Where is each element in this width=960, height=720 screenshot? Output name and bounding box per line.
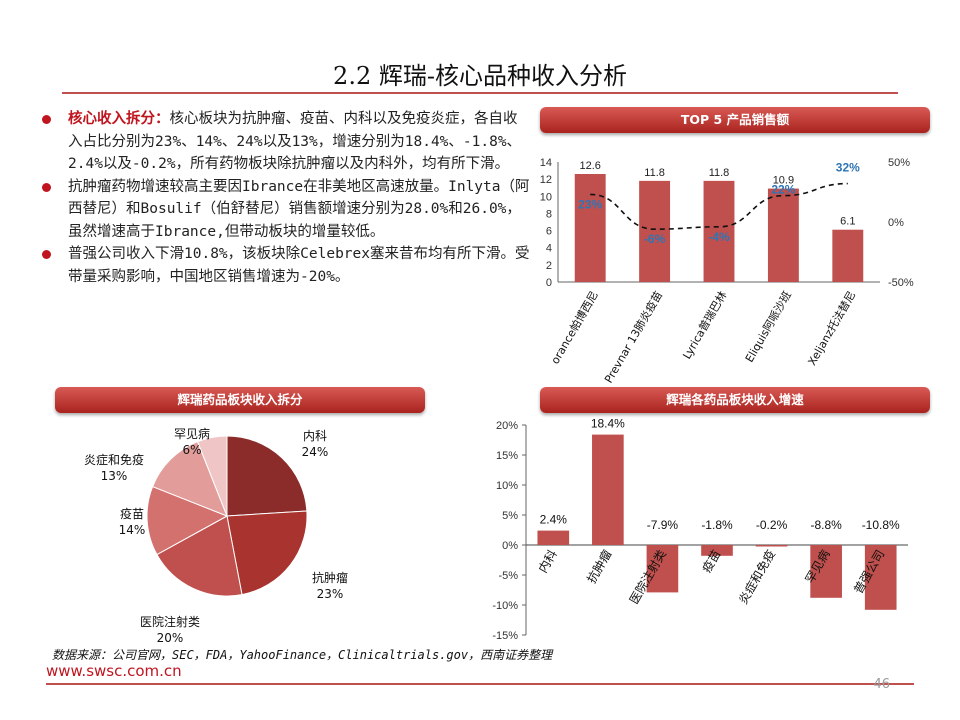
pie-slice-label: 抗肿瘤	[312, 570, 348, 585]
bar-value-label: 18.4%	[591, 417, 625, 431]
bar-value-label: 6.1	[840, 216, 855, 228]
y-tick-label: -15%	[492, 630, 518, 642]
pie-slice-label: 内科	[303, 429, 327, 443]
growth-label: 32%	[836, 161, 860, 175]
x-tick-label: Lyrica普瑞巴林	[679, 289, 729, 362]
y2-tick-label: -50%	[888, 277, 914, 289]
bar-value-label: 11.8	[709, 167, 730, 179]
pie-slice	[196, 435, 228, 517]
top5-bar	[767, 188, 799, 282]
bar-value-label: -7.9%	[647, 518, 679, 532]
pie-slice	[156, 515, 243, 597]
page-title: 2.2 辉瑞-核心品种收入分析	[333, 62, 627, 90]
bar-value-label: -1.8%	[701, 518, 733, 532]
growth-bar	[537, 530, 570, 545]
bullet-text: 普强公司收入下滑10.8%，该板块除Celebrex塞来昔布均有所下滑。受带量采…	[68, 246, 530, 285]
page-number: 46	[873, 677, 890, 692]
bar-value-label: 12.6	[579, 160, 600, 172]
pie-slice	[146, 485, 229, 556]
footer-url[interactable]: www.swsc.com.cn	[46, 662, 182, 680]
pie-slice-pct: 14%	[119, 523, 146, 537]
y-tick-label: 12	[540, 174, 552, 186]
pie-slice-label: 炎症和免疫	[84, 452, 144, 467]
growth-bar	[864, 545, 897, 610]
growth-trend-line	[590, 182, 848, 231]
pie-slice-pct: 20%	[157, 631, 184, 645]
top5-bar	[832, 229, 864, 282]
bullet-list: 核心收入拆分：核心板块为抗肿瘤、疫苗、内科以及免疫炎症，各自收入占比分别为23%…	[40, 108, 530, 288]
y-tick-label: 15%	[496, 450, 518, 462]
y-tick-label: 10%	[496, 480, 518, 492]
pie-slice-label: 医院注射类	[140, 614, 200, 629]
y-tick-label: 6	[546, 226, 552, 238]
pie-slice	[226, 435, 308, 517]
growth-bar	[701, 545, 733, 556]
bullet-dot-icon	[42, 182, 51, 192]
y-tick-label: 14	[540, 157, 552, 169]
y-tick-label: 0	[546, 277, 552, 289]
growth-label: -6%	[644, 232, 666, 246]
bullet-dot-icon	[42, 250, 51, 259]
y-tick-label: 2	[546, 260, 552, 272]
bullet-text: 核心板块为抗肿瘤、疫苗、内科以及免疫炎症，各自收入占比分别为23%、14%、24…	[68, 111, 522, 172]
x-tick-label: Xeljanz托法替尼	[805, 289, 859, 368]
footer-divider	[46, 683, 914, 685]
y-tick-label: 5%	[502, 510, 518, 522]
x-tick-label: orance帕博西尼	[548, 289, 601, 367]
top5-bar	[639, 180, 671, 282]
y2-tick-label: 0%	[888, 217, 904, 229]
bullet-text: 抗肿瘤药物增速较高主要因Ibrance在非美地区高速放量。Inlyta（阿西替尼…	[68, 178, 530, 240]
top5-sales-chart: 0 2 4 6 8 10 12 14 -50% 0% 50% 12.6 orance帕博西尼 11.8 Pr…	[540, 157, 914, 385]
x-tick-label: 内科	[536, 548, 560, 576]
segment-growth-chart: -15% -10% -5% 0% 5% 10% 15% 20% 2.4% 内科 18.4% 抗肿瘤 -7…	[492, 417, 908, 642]
y-tick-label: -5%	[498, 570, 518, 582]
x-tick-label: 炎症和免疫	[735, 547, 778, 606]
growth-label: 23%	[578, 197, 602, 211]
segment-pie-chart: 内科 24% 抗肿瘤 23% 医院注射类 20% 疫苗 14% 炎症和免疫 13% 罕见病 6%	[84, 426, 348, 645]
y2-tick-label: 50%	[888, 157, 910, 169]
pie-slice-pct: 13%	[101, 469, 128, 483]
x-tick-label: Prevnar 13肺炎疫苗	[601, 289, 665, 386]
growth-bar	[646, 545, 679, 593]
pie-banner: 辉瑞药品板块收入拆分	[55, 387, 425, 413]
title-divider	[62, 92, 898, 94]
growth-bar	[755, 545, 788, 547]
y-tick-label: 8	[546, 208, 552, 220]
bar-value-label: 11.8	[644, 167, 665, 179]
top5-banner: TOP 5 产品销售额	[540, 107, 930, 133]
top5-bar	[703, 180, 735, 282]
pie-slice-pct: 24%	[302, 445, 329, 459]
growth-label: 22%	[771, 183, 795, 197]
growth-bar	[810, 545, 842, 598]
growth-bar	[592, 434, 624, 545]
top5-bar	[574, 174, 606, 282]
pie-slice-label: 罕见病	[174, 426, 210, 441]
bullet-item: 普强公司收入下滑10.8%，该板块除Celebrex塞来昔布均有所下滑。受带量采…	[40, 243, 530, 288]
pie-slice	[151, 440, 228, 517]
bar-value-label: -0.2%	[756, 518, 788, 532]
y-tick-label: 10	[540, 191, 552, 203]
bullet-item: 核心收入拆分：核心板块为抗肿瘤、疫苗、内科以及免疫炎症，各自收入占比分别为23%…	[40, 108, 530, 176]
bar-value-label: -8.8%	[810, 518, 842, 532]
growth-banner: 辉瑞各药品板块收入增速	[540, 387, 930, 413]
bullet-dot-icon	[42, 115, 51, 124]
pie-slice-pct: 23%	[317, 587, 344, 601]
growth-label: -4%	[708, 230, 730, 244]
bullet-item: 抗肿瘤药物增速较高主要因Ibrance在非美地区高速放量。Inlyta（阿西替尼…	[40, 176, 530, 244]
y-tick-label: 20%	[496, 420, 518, 432]
pie-slice-pct: 6%	[182, 443, 201, 457]
bar-value-label: 2.4%	[540, 513, 568, 527]
bar-value-label: -10.8%	[862, 518, 900, 532]
y-tick-label: 0%	[502, 540, 518, 552]
pie-slice	[226, 510, 308, 596]
data-source: 数据来源：公司官网，SEC，FDA，YahooFinance，Clinicalt…	[52, 648, 553, 662]
x-tick-label: Eliquis阿哌沙班	[743, 289, 794, 365]
bullet-lead: 核心收入拆分：	[68, 111, 170, 127]
x-tick-label: 抗肿瘤	[583, 547, 614, 586]
y-tick-label: 4	[546, 243, 552, 255]
y-tick-label: -10%	[492, 600, 518, 612]
bar-value-label: 10.9	[773, 175, 794, 187]
pie-slice-label: 疫苗	[120, 506, 144, 521]
